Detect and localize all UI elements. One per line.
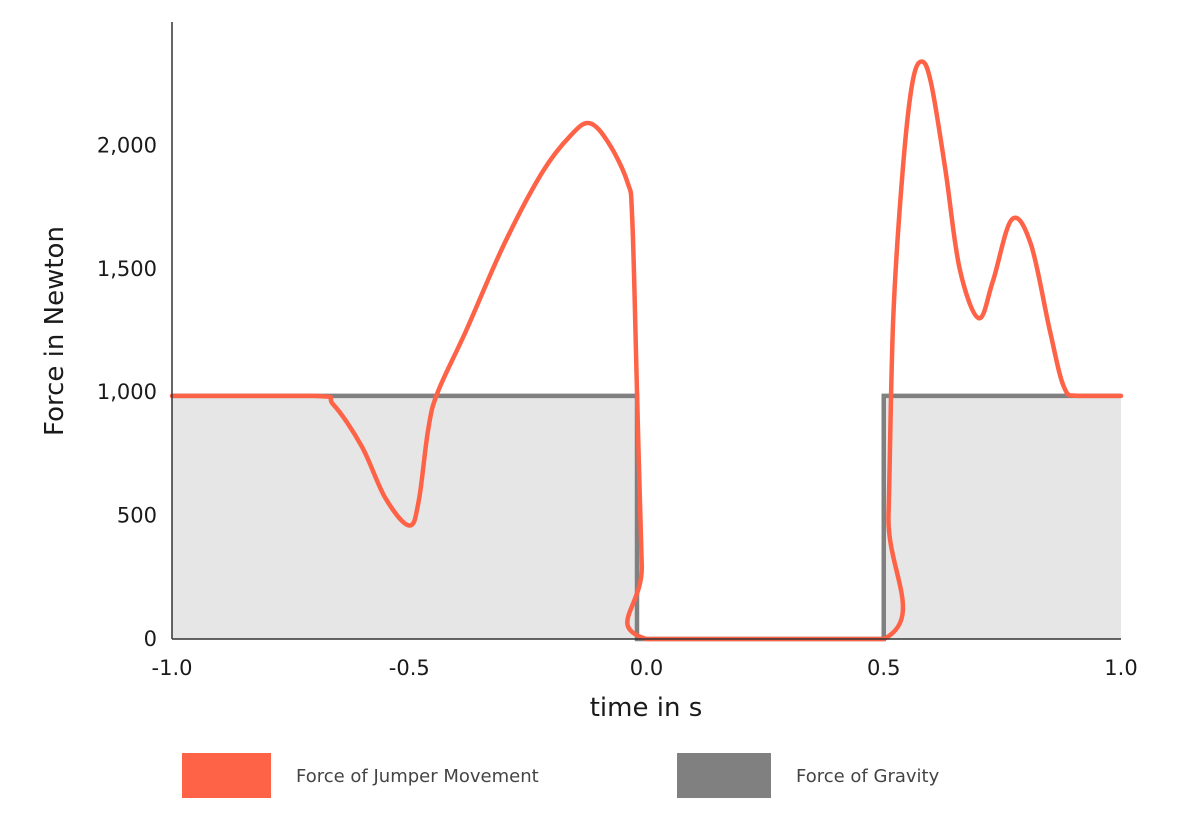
legend-label-gravity: Force of Gravity: [796, 766, 940, 787]
legend-item-jumper: Force of Jumper Movement: [182, 753, 539, 798]
legend-swatch-jumper: [182, 753, 271, 798]
x-axis-title: time in s: [590, 693, 703, 723]
legend-swatch-gravity: [677, 753, 771, 798]
x-tick-label: -1.0: [152, 656, 193, 680]
x-tick-labels: -1.0 -0.5 0.0 0.5 1.0: [152, 656, 1138, 680]
y-tick-label: 500: [117, 504, 157, 528]
x-tick-label: 0.0: [630, 656, 663, 680]
legend: Force of Jumper Movement Force of Gravit…: [182, 753, 940, 798]
x-tick-label: 1.0: [1104, 656, 1137, 680]
y-tick-label: 0: [144, 627, 157, 651]
y-axis-title: Force in Newton: [40, 226, 70, 436]
x-tick-label: 0.5: [867, 656, 900, 680]
gravity-area-layer: [172, 393, 1121, 642]
axes-layer: [171, 22, 1121, 640]
y-tick-label: 1,500: [97, 257, 157, 281]
force-of-jumper-movement-line: [169, 59, 1124, 642]
legend-item-gravity: Force of Gravity: [677, 753, 940, 798]
legend-label-jumper: Force of Jumper Movement: [296, 766, 539, 787]
force-of-gravity-area: [172, 395, 1121, 639]
y-tick-label: 2,000: [97, 133, 157, 157]
y-tick-label: 1,000: [97, 380, 157, 404]
y-tick-labels: 0 500 1,000 1,500 2,000: [97, 133, 157, 651]
series-layer: [169, 59, 1124, 642]
x-tick-label: -0.5: [389, 656, 430, 680]
